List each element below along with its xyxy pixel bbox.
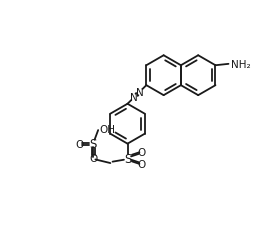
Text: O: O	[137, 159, 146, 169]
Text: O: O	[75, 139, 83, 149]
Text: S: S	[124, 152, 131, 165]
Text: OH: OH	[100, 125, 116, 135]
Text: N: N	[130, 93, 138, 103]
Text: S: S	[90, 138, 97, 150]
Text: N: N	[136, 87, 143, 98]
Text: O: O	[89, 153, 97, 163]
Text: O: O	[137, 147, 146, 157]
Text: NH₂: NH₂	[231, 60, 250, 70]
